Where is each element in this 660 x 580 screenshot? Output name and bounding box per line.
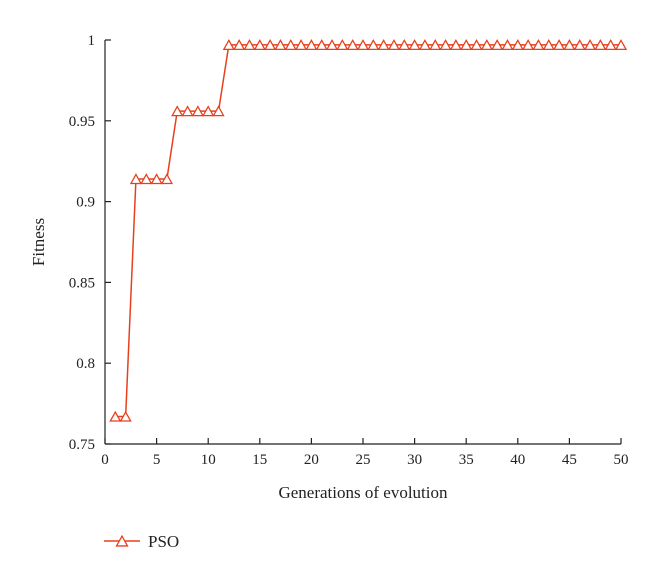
data-point-marker	[160, 173, 174, 185]
data-point-marker	[449, 39, 462, 50]
data-point-marker	[191, 105, 204, 117]
data-point-marker	[129, 173, 143, 185]
y-tick-label: 0.8	[76, 356, 95, 372]
data-point-marker	[552, 39, 566, 50]
data-point-marker	[212, 105, 225, 117]
data-point-marker	[284, 39, 297, 50]
data-point-marker	[315, 39, 328, 50]
x-tick-label: 5	[153, 452, 161, 468]
x-tick-label: 15	[252, 452, 267, 468]
data-point-marker	[491, 39, 504, 50]
x-ticks: 0 5 10 15 20 25 30 35 40 45 50	[101, 438, 629, 468]
data-point-marker	[501, 39, 514, 50]
data-point-marker	[202, 105, 215, 117]
axes	[104, 40, 621, 445]
data-point-marker	[243, 39, 256, 50]
data-point-marker	[253, 39, 266, 50]
y-tick-label: 0.85	[69, 275, 95, 291]
data-point-marker	[325, 39, 339, 50]
data-point-marker	[563, 39, 576, 50]
data-point-marker	[429, 39, 442, 50]
x-tick-label: 45	[562, 452, 577, 468]
y-tick-label: 1	[88, 33, 96, 49]
x-tick-label: 40	[510, 452, 525, 468]
x-tick-label: 10	[201, 452, 216, 468]
data-point-marker	[109, 410, 122, 422]
data-point-marker	[583, 39, 597, 50]
y-tick-label: 0.75	[69, 437, 95, 453]
data-point-marker	[274, 39, 287, 50]
legend-label-pso: PSO	[148, 532, 179, 551]
x-tick-label: 25	[356, 452, 371, 468]
data-point-marker	[522, 39, 535, 50]
x-tick-label: 20	[304, 452, 319, 468]
data-point-marker	[594, 39, 607, 50]
legend: PSO	[104, 532, 179, 551]
series-line-pso	[115, 44, 621, 418]
data-point-marker	[542, 39, 555, 50]
data-point-marker	[398, 39, 411, 50]
y-axis-title: Fitness	[29, 218, 48, 266]
data-point-marker	[233, 39, 246, 50]
data-point-marker	[511, 39, 524, 50]
data-point-marker	[614, 39, 628, 50]
legend-marker	[115, 534, 129, 547]
y-tick-label: 0.9	[76, 195, 95, 211]
data-point-marker	[150, 173, 163, 185]
series-layer	[109, 39, 628, 422]
data-point-marker	[356, 39, 370, 50]
data-point-marker	[346, 39, 359, 50]
data-point-marker	[140, 173, 153, 185]
data-point-marker	[532, 39, 545, 50]
data-point-marker	[181, 105, 194, 117]
data-point-marker	[264, 39, 277, 50]
data-point-marker	[573, 39, 586, 50]
data-point-marker	[408, 39, 421, 50]
data-point-marker	[480, 39, 493, 50]
data-point-marker	[470, 39, 483, 50]
data-point-marker	[119, 410, 132, 422]
x-axis-title: Generations of evolution	[278, 483, 448, 502]
data-point-marker	[336, 39, 349, 50]
x-tick-label: 0	[101, 452, 109, 468]
data-point-marker	[367, 39, 380, 50]
data-point-marker	[418, 39, 432, 50]
data-point-marker	[171, 105, 184, 117]
data-point-marker	[439, 39, 452, 50]
data-point-marker	[305, 39, 318, 50]
data-point-marker	[222, 39, 235, 50]
data-point-marker	[387, 39, 401, 50]
y-ticks: 0.75 0.8 0.85 0.9 0.95 1	[69, 33, 111, 453]
data-point-marker	[377, 39, 390, 50]
data-point-marker	[604, 39, 617, 50]
data-point-marker	[460, 39, 473, 50]
y-tick-label: 0.95	[69, 114, 95, 130]
x-tick-label: 30	[407, 452, 422, 468]
data-point-marker	[294, 39, 308, 50]
x-tick-label: 50	[614, 452, 629, 468]
x-tick-label: 35	[459, 452, 474, 468]
